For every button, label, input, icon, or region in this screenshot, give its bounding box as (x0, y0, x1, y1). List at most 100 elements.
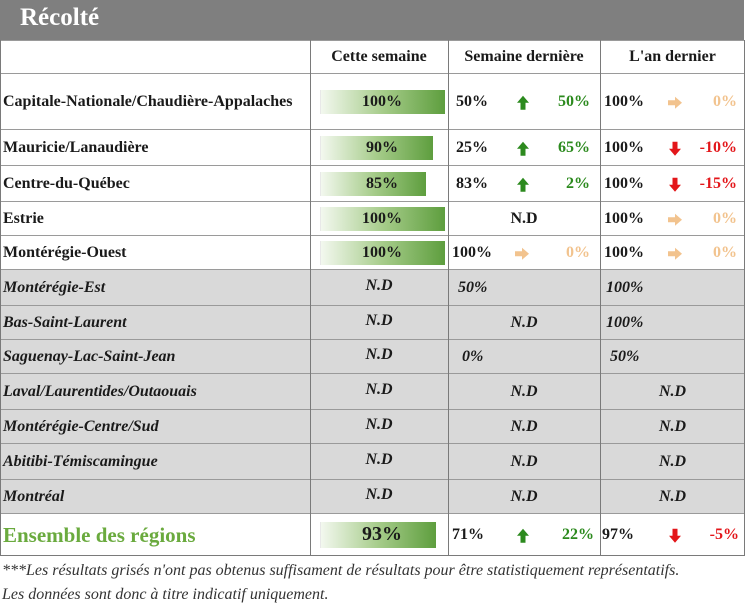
progress-value: 90% (366, 138, 398, 156)
last-year-value: 100% (604, 209, 644, 227)
arrow-down-icon (668, 527, 682, 543)
last-year-delta: 0% (713, 209, 737, 227)
column-divider (310, 40, 311, 556)
table-row: Centre-du-Québec 85% 83% 2% 100% -15% (0, 166, 745, 202)
last-year-delta: 0% (713, 92, 737, 110)
last-week-value: N.D (510, 452, 538, 470)
arrow-up-icon (516, 176, 530, 192)
last-year-value: 100% (604, 174, 644, 192)
region-name: Montérégie-Centre/Sud (3, 417, 159, 435)
last-year-value: 100% (606, 313, 644, 331)
last-year-delta: -5% (709, 525, 739, 543)
last-year-value: 100% (604, 92, 644, 110)
last-week-value: 25% (456, 138, 488, 156)
last-week-value: 100% (452, 243, 492, 261)
this-week-cell: 90% (310, 130, 448, 165)
progress-bar (320, 135, 433, 160)
last-year-value: 50% (610, 347, 640, 365)
region-name: Estrie (3, 209, 44, 227)
last-year-delta: -10% (699, 138, 737, 156)
region-name: Abitibi-Témiscamingue (3, 452, 158, 470)
arrow-right-icon (514, 245, 529, 261)
region-name: Bas-Saint-Laurent (3, 313, 127, 331)
arrow-up-icon (516, 140, 530, 156)
total-row: Ensemble des régions 93% 71% 22% 97% -5% (0, 514, 745, 556)
last-year-value: N.D (658, 382, 687, 400)
this-week-value: N.D (365, 450, 393, 468)
arrow-right-icon (667, 94, 682, 110)
this-week-value: N.D (365, 345, 393, 363)
last-week-value: 50% (456, 92, 488, 110)
table-row-gray: Saguenay-Lac-Saint-Jean N.D 0% 50% (0, 340, 745, 374)
table-header: Cette semaine Semaine dernière L'an dernie… (0, 40, 745, 74)
region-name: Montérégie-Ouest (3, 243, 127, 261)
region-name: Montérégie-Est (3, 278, 106, 296)
last-week-value: 71% (452, 525, 484, 543)
last-year-value: 100% (604, 243, 644, 261)
arrow-up-icon (516, 94, 530, 110)
last-week-value: 83% (456, 174, 488, 192)
last-week-delta: 65% (558, 138, 590, 156)
progress-bar (320, 89, 445, 114)
progress-bar (320, 240, 445, 265)
region-name: Saguenay-Lac-Saint-Jean (3, 347, 176, 365)
page-title: Récolté (20, 4, 100, 31)
table-row: Capitale-Nationale/Chaudière-Appalaches 1… (0, 74, 745, 130)
table-row-gray: Montérégie-Est N.D 50% 100% (0, 270, 745, 306)
last-week-value: N.D (510, 382, 538, 400)
this-week-value: N.D (365, 380, 393, 398)
last-week-value: N.D (510, 209, 538, 227)
this-week-value: N.D (365, 415, 393, 433)
last-week-delta: 50% (558, 92, 590, 110)
region-name: Laval/Laurentides/Outaouais (3, 382, 197, 400)
this-week-cell: 85% (310, 166, 448, 201)
arrow-right-icon (667, 211, 682, 227)
table-row-gray: Bas-Saint-Laurent N.D N.D 100% (0, 306, 745, 340)
column-header: L'an dernier (629, 48, 716, 65)
total-label: Ensemble des régions (3, 522, 196, 547)
footnote-line: ***Les résultats grisés n'ont pas obtenu… (2, 562, 680, 579)
this-week-value: N.D (365, 276, 393, 294)
this-week-cell: 100% (310, 74, 448, 129)
title-bar: Récolté (0, 0, 744, 40)
last-week-value: 0% (462, 347, 484, 365)
progress-value: 100% (362, 243, 402, 261)
this-week-cell: 100% (310, 202, 448, 235)
column-divider (0, 40, 1, 556)
progress-value: 100% (362, 92, 402, 110)
last-week-delta: 22% (562, 525, 594, 543)
arrow-down-icon (668, 140, 682, 156)
last-year-delta: 0% (713, 243, 737, 261)
table-row-gray: Montréal N.D N.D N.D (0, 480, 745, 514)
last-year-value: 100% (604, 138, 644, 156)
progress-bar (320, 206, 445, 231)
arrow-right-icon (667, 245, 682, 261)
table-row: Montérégie-Ouest 100% 100% 0% 100% 0% (0, 236, 745, 270)
column-divider (600, 40, 601, 556)
table-row-gray: Laval/Laurentides/Outaouais N.D N.D N.D (0, 374, 745, 410)
column-header: Semaine dernière (464, 48, 584, 65)
arrow-up-icon (516, 527, 530, 543)
arrow-down-icon (668, 176, 682, 192)
region-name: Mauricie/Lanaudière (3, 138, 149, 156)
table-row-gray: Montérégie-Centre/Sud N.D N.D N.D (0, 410, 745, 444)
column-divider (448, 40, 449, 556)
last-week-delta: 0% (566, 243, 590, 261)
last-year-value: 97% (602, 525, 634, 543)
last-week-value: 50% (458, 278, 488, 296)
last-week-value: N.D (510, 313, 538, 331)
progress-value: 93% (362, 523, 402, 545)
this-week-value: N.D (365, 311, 393, 329)
table-row: Estrie 100% N.D 100% 0% (0, 202, 745, 236)
progress-bar (320, 171, 426, 196)
last-week-value: N.D (510, 487, 538, 505)
region-name: Centre-du-Québec (3, 174, 130, 192)
last-year-value: N.D (658, 417, 687, 435)
table-row-gray: Abitibi-Témiscamingue N.D N.D N.D (0, 444, 745, 480)
last-year-delta: -15% (699, 174, 737, 192)
last-week-value: N.D (510, 417, 538, 435)
progress-bar (320, 521, 436, 548)
progress-value: 85% (366, 174, 398, 192)
this-week-cell: 93% (310, 514, 448, 555)
last-week-delta: 2% (566, 174, 590, 192)
